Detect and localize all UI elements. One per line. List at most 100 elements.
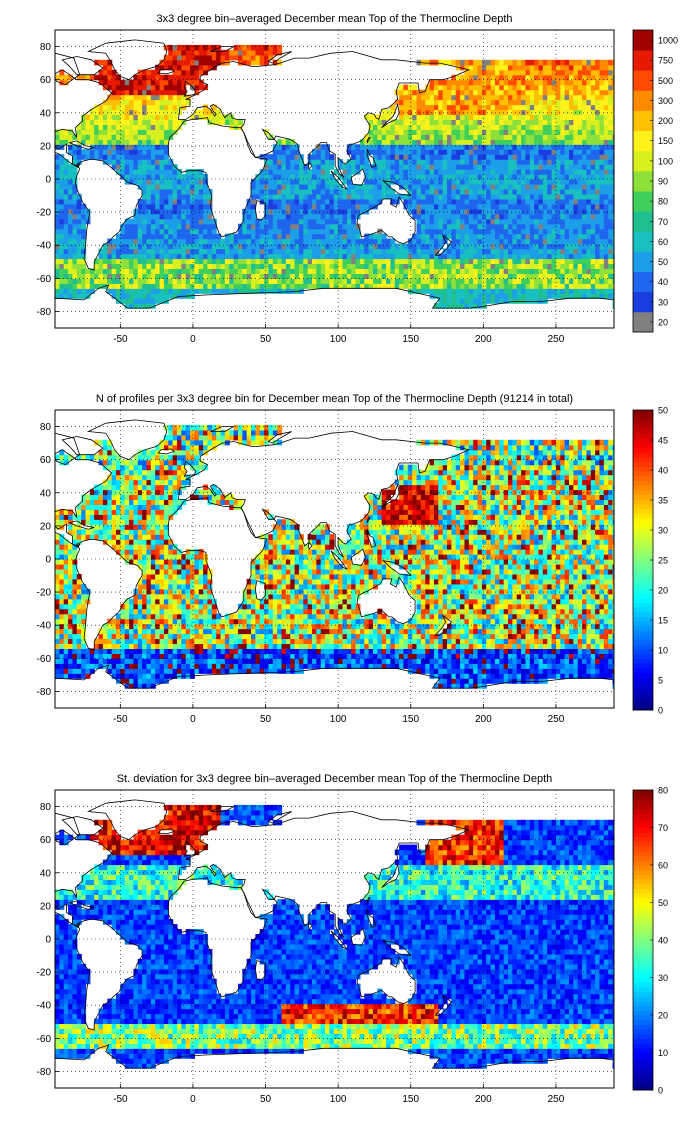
heatmap-cell — [94, 119, 99, 125]
heatmap-cell — [608, 75, 613, 81]
heatmap-cell — [486, 80, 491, 86]
heatmap-cell — [595, 229, 600, 235]
heatmap-cell — [578, 263, 583, 269]
heatmap-cell — [473, 144, 478, 150]
heatmap-cell — [408, 283, 413, 289]
heatmap-cell — [451, 189, 456, 195]
heatmap-cell — [72, 224, 77, 230]
colorbar-label: 30 — [658, 297, 668, 307]
heatmap-cell — [399, 278, 404, 284]
heatmap-cell — [190, 214, 195, 220]
heatmap-cell — [517, 214, 522, 220]
heatmap-cell — [312, 169, 317, 175]
heatmap-cell — [216, 55, 221, 61]
heatmap-cell — [334, 229, 339, 235]
heatmap-cell — [325, 199, 330, 205]
heatmap-cell — [186, 189, 191, 195]
heatmap-cell — [534, 189, 539, 195]
heatmap-cell — [456, 293, 461, 299]
heatmap-cell — [460, 268, 465, 274]
heatmap-cell — [512, 80, 517, 86]
heatmap-cell — [447, 85, 452, 91]
heatmap-cell — [425, 204, 430, 210]
heatmap-cell — [138, 678, 143, 684]
heatmap-cell — [425, 278, 430, 284]
heatmap-cell — [451, 100, 456, 106]
heatmap-cell — [308, 154, 313, 160]
heatmap-cell — [512, 85, 517, 91]
heatmap-cell — [456, 249, 461, 255]
heatmap-cell — [255, 194, 260, 200]
heatmap-cell — [308, 169, 313, 175]
heatmap-cell — [447, 204, 452, 210]
heatmap-cell — [482, 144, 487, 150]
heatmap-cell — [251, 249, 256, 255]
heatmap-cell — [160, 85, 165, 91]
heatmap-cell — [604, 124, 609, 130]
heatmap-cell — [525, 224, 530, 230]
heatmap-cell — [338, 239, 343, 245]
heatmap-cell — [599, 249, 604, 255]
heatmap-cell — [508, 114, 513, 120]
heatmap-cell — [556, 164, 561, 170]
heatmap-cell — [81, 219, 86, 225]
heatmap-cell — [595, 60, 600, 66]
heatmap-cell — [482, 298, 487, 304]
heatmap-cell — [613, 139, 618, 145]
heatmap-cell — [521, 678, 526, 684]
heatmap-cell — [421, 144, 426, 150]
heatmap-cell — [425, 229, 430, 235]
heatmap-cell — [473, 164, 478, 170]
heatmap-cell — [521, 209, 526, 215]
heatmap-cell — [347, 184, 352, 190]
heatmap-cell — [521, 144, 526, 150]
heatmap-cell — [199, 268, 204, 274]
heatmap-cell — [203, 65, 208, 71]
heatmap-cell — [186, 75, 191, 81]
heatmap-cell — [569, 119, 574, 125]
heatmap-cell — [491, 90, 496, 96]
heatmap-cell — [456, 105, 461, 111]
heatmap-cell — [321, 179, 326, 185]
heatmap-cell — [120, 134, 125, 140]
heatmap-cell — [578, 95, 583, 101]
heatmap-cell — [216, 254, 221, 260]
heatmap-cell — [290, 159, 295, 165]
heatmap-cell — [495, 105, 500, 111]
heatmap-cell — [299, 263, 304, 269]
heatmap-cell — [399, 100, 404, 106]
heatmap-cell — [586, 268, 591, 274]
heatmap-cell — [456, 244, 461, 250]
heatmap-cell — [64, 164, 69, 170]
heatmap-cell — [608, 149, 613, 155]
heatmap-cell — [229, 258, 234, 264]
heatmap-cell — [342, 244, 347, 250]
heatmap-cell — [425, 249, 430, 255]
heatmap-cell — [120, 234, 125, 240]
heatmap-cell — [543, 109, 548, 115]
heatmap-cell — [595, 119, 600, 125]
heatmap-cell — [247, 258, 252, 264]
heatmap-cell — [421, 100, 426, 106]
heatmap-cell — [55, 249, 60, 255]
heatmap-cell — [586, 149, 591, 155]
heatmap-cell — [334, 278, 339, 284]
heatmap-cell — [264, 169, 269, 175]
heatmap-cell — [582, 70, 587, 76]
heatmap-cell — [417, 234, 422, 240]
heatmap-cell — [321, 278, 326, 284]
heatmap-cell — [447, 184, 452, 190]
heatmap-cell — [547, 134, 552, 140]
heatmap-cell — [430, 244, 435, 250]
heatmap-cell — [203, 114, 208, 120]
heatmap-cell — [364, 169, 369, 175]
heatmap-cell — [456, 184, 461, 190]
heatmap-cell — [460, 229, 465, 235]
heatmap-cell — [582, 105, 587, 111]
heatmap-cell — [560, 179, 565, 185]
heatmap-cell — [238, 50, 243, 56]
heatmap-cell — [438, 80, 443, 86]
heatmap-cell — [151, 124, 156, 130]
heatmap-cell — [573, 234, 578, 240]
heatmap-cell — [164, 673, 169, 679]
